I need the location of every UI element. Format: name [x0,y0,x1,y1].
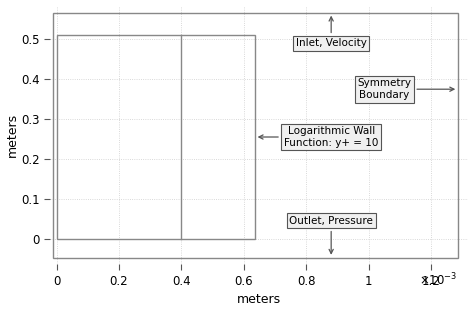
Text: Logarithmic Wall
Function: y+ = 10: Logarithmic Wall Function: y+ = 10 [259,126,378,148]
Text: $\times10^{-3}$: $\times10^{-3}$ [419,271,457,288]
Text: Outlet, Pressure: Outlet, Pressure [289,216,373,254]
Y-axis label: meters: meters [6,113,18,157]
Text: Inlet, Velocity: Inlet, Velocity [296,17,366,48]
Bar [56,36,255,239]
X-axis label: meters: meters [237,294,282,306]
Text: Symmetry
Boundary: Symmetry Boundary [357,78,454,100]
